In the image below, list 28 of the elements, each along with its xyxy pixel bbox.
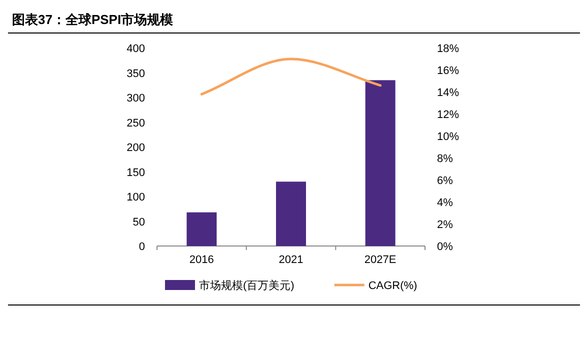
y2-tick-label: 4% (437, 197, 454, 209)
y2-tick-label: 0% (437, 241, 454, 253)
y-tick-label: 150 (126, 166, 145, 179)
x-tick-label: 2021 (278, 254, 304, 266)
y2-tick-label: 8% (437, 153, 454, 165)
y-tick-label: 350 (126, 68, 145, 80)
bar (276, 182, 306, 246)
legend-label: 市场规模(百万美元) (199, 279, 294, 292)
y-tick-label: 0 (138, 241, 145, 253)
y2-tick-label: 2% (437, 219, 454, 231)
x-tick-label: 2027E (364, 254, 396, 266)
y2-tick-label: 16% (437, 65, 460, 77)
x-tick-label: 2016 (189, 254, 214, 266)
y-tick-label: 250 (126, 117, 145, 130)
y2-tick-label: 10% (437, 131, 460, 143)
bar (186, 212, 217, 246)
y2-tick-label: 12% (437, 109, 460, 121)
y-tick-label: 400 (126, 43, 145, 55)
y2-tick-label: 18% (437, 43, 460, 55)
y-tick-label: 200 (126, 142, 145, 154)
y2-tick-label: 6% (437, 175, 454, 187)
chart-title: 图表37：全球PSPI市场规模 (12, 12, 174, 27)
bar (365, 80, 396, 246)
y-tick-label: 50 (132, 216, 145, 228)
y-tick-label: 300 (126, 92, 145, 104)
y2-tick-label: 14% (437, 87, 460, 99)
y-tick-label: 100 (126, 192, 145, 204)
legend-label: CAGR(%) (368, 280, 418, 292)
